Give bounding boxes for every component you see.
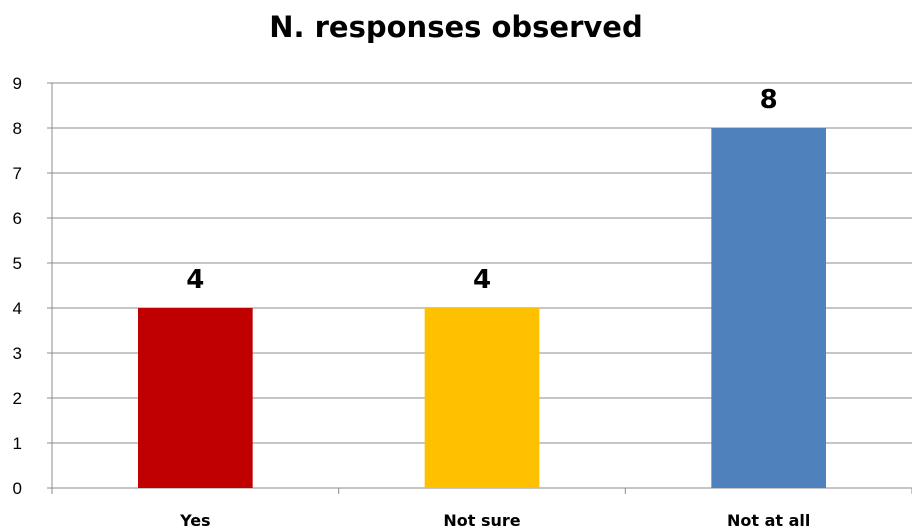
y-tick-label: 9 (13, 74, 22, 93)
y-tick-label: 8 (13, 119, 22, 138)
y-tick-label: 5 (13, 254, 22, 273)
y-tick-label: 0 (13, 479, 22, 498)
bar-not-at-all (711, 128, 826, 488)
data-label: 4 (186, 265, 204, 295)
bar-yes (138, 308, 253, 488)
y-tick-label: 2 (13, 389, 22, 408)
bars (138, 128, 826, 488)
x-category-label: Not at all (727, 511, 810, 530)
data-label: 8 (760, 85, 778, 115)
x-category-label: Yes (179, 511, 211, 530)
x-category-label: Not sure (443, 511, 520, 530)
labels: 0 1 2 3 4 5 6 7 8 9 4 Yes 4 Not sure 8 Not at all (13, 74, 811, 530)
y-tick-label: 1 (13, 434, 22, 453)
bar-not-sure (424, 308, 540, 488)
chart-title: N. responses observed (269, 10, 643, 44)
y-tick-label: 4 (13, 299, 22, 318)
y-tick-label: 7 (13, 164, 22, 183)
y-tick-label: 6 (13, 209, 22, 228)
data-label: 4 (473, 265, 491, 295)
y-tick-label: 3 (13, 344, 22, 363)
